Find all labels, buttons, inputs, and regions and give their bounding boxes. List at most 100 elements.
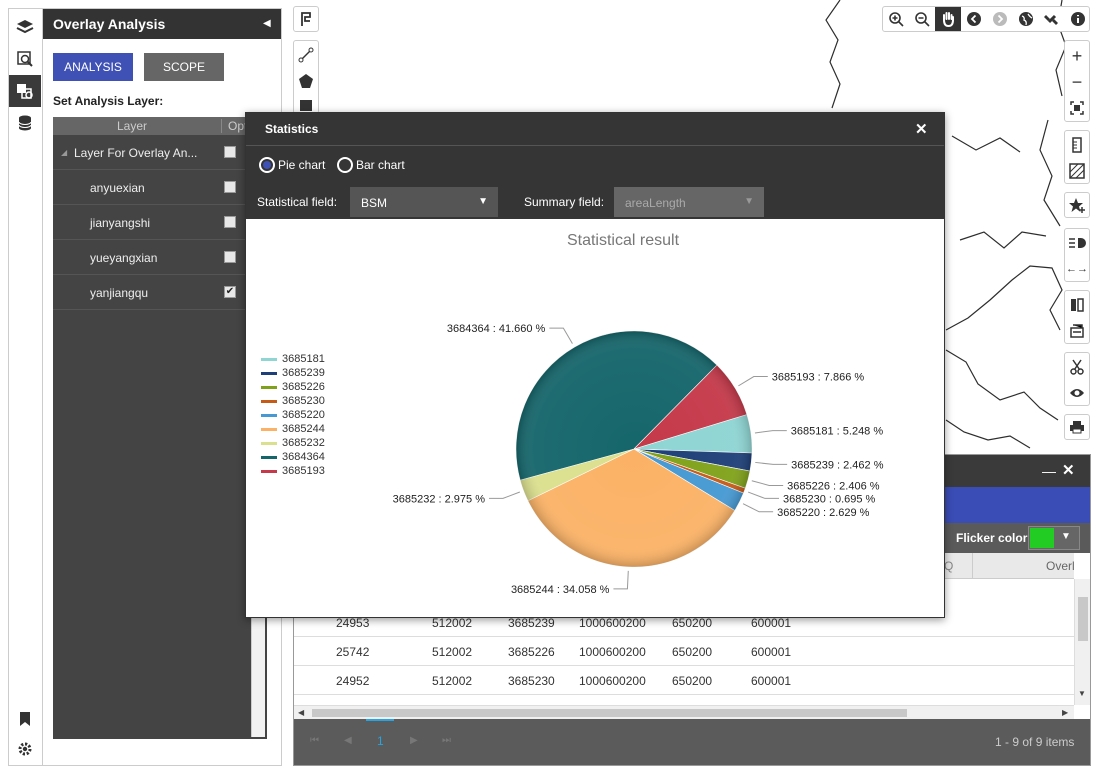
print-icon[interactable] — [1064, 414, 1090, 440]
zoom-in-magnifier-icon[interactable] — [883, 7, 909, 31]
scroll-left-arrow-icon[interactable]: ◀ — [298, 708, 305, 717]
close-icon[interactable]: ✕ — [1062, 462, 1075, 479]
layer-group-checkbox[interactable] — [224, 146, 236, 158]
layer-checkbox[interactable] — [224, 251, 236, 263]
radio-pie[interactable] — [259, 157, 275, 173]
measure-toolbar — [1064, 130, 1090, 184]
table-row[interactable]: 24952 512002 3685230 1000600200 650200 6… — [294, 666, 1074, 695]
last-page-icon[interactable]: ⏭ — [442, 735, 451, 746]
legend-swatch — [261, 455, 277, 459]
draw-line-icon[interactable] — [294, 43, 318, 67]
table-row[interactable]: 24951 512002 3685220 1000600200 650200 6… — [294, 695, 1074, 705]
zoom-in-icon[interactable]: + — [1071, 45, 1083, 66]
scroll-thumb-horizontal[interactable] — [312, 709, 907, 717]
split-screen-icon[interactable] — [1065, 292, 1089, 318]
layer-table-scrollbar[interactable] — [251, 607, 265, 737]
scroll-thumb[interactable] — [1078, 597, 1088, 641]
map-top-toolbar — [882, 6, 1090, 32]
legend-item[interactable]: 3685193 — [261, 465, 325, 477]
layer-row[interactable]: jianyangshi — [53, 205, 267, 240]
layer-checkbox[interactable] — [224, 216, 236, 228]
info-icon[interactable] — [1065, 7, 1091, 31]
table-row[interactable]: 24953 512002 3685239 1000600200 650200 6… — [294, 608, 1074, 637]
layer-row[interactable]: yanjiangqu ✔ — [53, 275, 267, 310]
overlay-analysis-icon[interactable] — [9, 75, 41, 107]
close-icon[interactable]: ✕ — [915, 121, 928, 138]
flicker-color-picker[interactable]: ▼ — [1028, 526, 1080, 550]
next-extent-icon[interactable] — [987, 7, 1013, 31]
database-icon[interactable] — [9, 107, 41, 139]
layer-group-row[interactable]: ◢ Layer For Overlay An... — [53, 135, 267, 170]
zoom-out-magnifier-icon[interactable] — [909, 7, 935, 31]
summary-field-select[interactable]: areaLength ▼ — [614, 187, 764, 217]
slice-data-label: 3685226 : 2.406 % — [787, 480, 880, 492]
layer-row[interactable]: anyuexian — [53, 170, 267, 205]
col-overlap[interactable]: Overl — [1046, 559, 1075, 573]
scissors-icon[interactable] — [1065, 354, 1089, 380]
legend-item[interactable]: 3685230 — [261, 395, 325, 407]
pan-hand-icon[interactable] — [935, 7, 961, 31]
radio-bar[interactable] — [337, 157, 353, 173]
draw-rectangle-icon[interactable] — [294, 95, 318, 115]
legend-label: 3685220 — [282, 409, 325, 421]
radio-bar-label[interactable]: Bar chart — [356, 158, 405, 172]
minimize-icon[interactable]: — — [1042, 463, 1056, 479]
statistical-field-select[interactable]: BSM ▼ — [350, 187, 498, 217]
settings-gear-icon[interactable] — [9, 733, 41, 765]
legend-item[interactable]: 3684364 — [261, 451, 325, 463]
legend-item[interactable]: 3685181 — [261, 353, 325, 365]
radio-pie-label[interactable]: Pie chart — [278, 158, 326, 172]
query-icon[interactable] — [9, 43, 41, 75]
favorite-star-icon[interactable] — [1064, 192, 1090, 218]
swipe-arrows-icon[interactable]: ←→ — [1066, 263, 1088, 275]
col-q[interactable]: Q — [944, 559, 954, 573]
layer-name: yanjiangqu — [90, 286, 149, 300]
legend-icon[interactable] — [1065, 230, 1089, 256]
leader-line — [751, 480, 784, 486]
collapse-arrow-icon[interactable]: ◀ — [263, 18, 271, 29]
legend-item[interactable]: 3685232 — [261, 437, 325, 449]
legend-item[interactable]: 3685226 — [261, 381, 325, 393]
previous-extent-icon[interactable] — [961, 7, 987, 31]
legend-item[interactable]: 3685239 — [261, 367, 325, 379]
current-page[interactable]: 1 — [377, 734, 384, 748]
leader-line — [549, 327, 573, 344]
draw-polygon-icon[interactable] — [294, 69, 318, 93]
vertical-scrollbar[interactable]: ▼ — [1074, 579, 1090, 705]
measure-distance-icon[interactable] — [1065, 132, 1089, 158]
zoom-out-icon[interactable]: − — [1071, 71, 1083, 92]
layer-checkbox-checked[interactable]: ✔ — [224, 286, 236, 298]
legend-item[interactable]: 3685244 — [261, 423, 325, 435]
bookmark-icon[interactable] — [9, 703, 41, 735]
layer-row[interactable]: yueyangxian — [53, 240, 267, 275]
expand-triangle-icon[interactable]: ◢ — [61, 148, 68, 157]
measure-area-icon[interactable] — [1065, 158, 1089, 184]
full-extent-globe-icon[interactable] — [1013, 7, 1039, 31]
prev-page-icon[interactable]: ◀ — [344, 735, 352, 746]
col-opt: Opt — [221, 119, 247, 133]
layer-name: yueyangxian — [90, 251, 158, 265]
layers-icon[interactable] — [9, 11, 41, 43]
cell: 25742 — [336, 645, 370, 659]
slice-data-label: 3685220 : 2.629 % — [777, 507, 870, 519]
locate-satellite-icon[interactable] — [1039, 7, 1065, 31]
scroll-down-arrow-icon[interactable]: ▼ — [1078, 689, 1086, 698]
horizontal-scrollbar[interactable]: ◀ ▶ — [294, 705, 1074, 719]
cell: 650200 — [672, 616, 713, 630]
next-page-icon[interactable]: ▶ — [410, 735, 418, 746]
swap-layers-icon[interactable] — [1065, 318, 1089, 344]
layer-name: anyuexian — [90, 181, 145, 195]
tab-analysis[interactable]: ANALYSIS — [53, 53, 133, 81]
draw-toggle-icon[interactable] — [293, 6, 319, 32]
table-row[interactable]: 25742 512002 3685226 1000600200 650200 6… — [294, 637, 1074, 666]
summary-field-value: areaLength — [625, 196, 686, 210]
eye-icon[interactable] — [1065, 380, 1089, 406]
legend-item[interactable]: 3685220 — [261, 409, 325, 421]
tab-scope[interactable]: SCOPE — [144, 53, 224, 81]
current-page-indicator — [366, 719, 394, 721]
cell: 600001 — [751, 645, 792, 659]
layer-checkbox[interactable] — [224, 181, 236, 193]
zoom-to-extent-icon[interactable] — [1065, 95, 1089, 121]
first-page-icon[interactable]: ⏮ — [310, 735, 319, 746]
scroll-right-arrow-icon[interactable]: ▶ — [1062, 708, 1069, 717]
